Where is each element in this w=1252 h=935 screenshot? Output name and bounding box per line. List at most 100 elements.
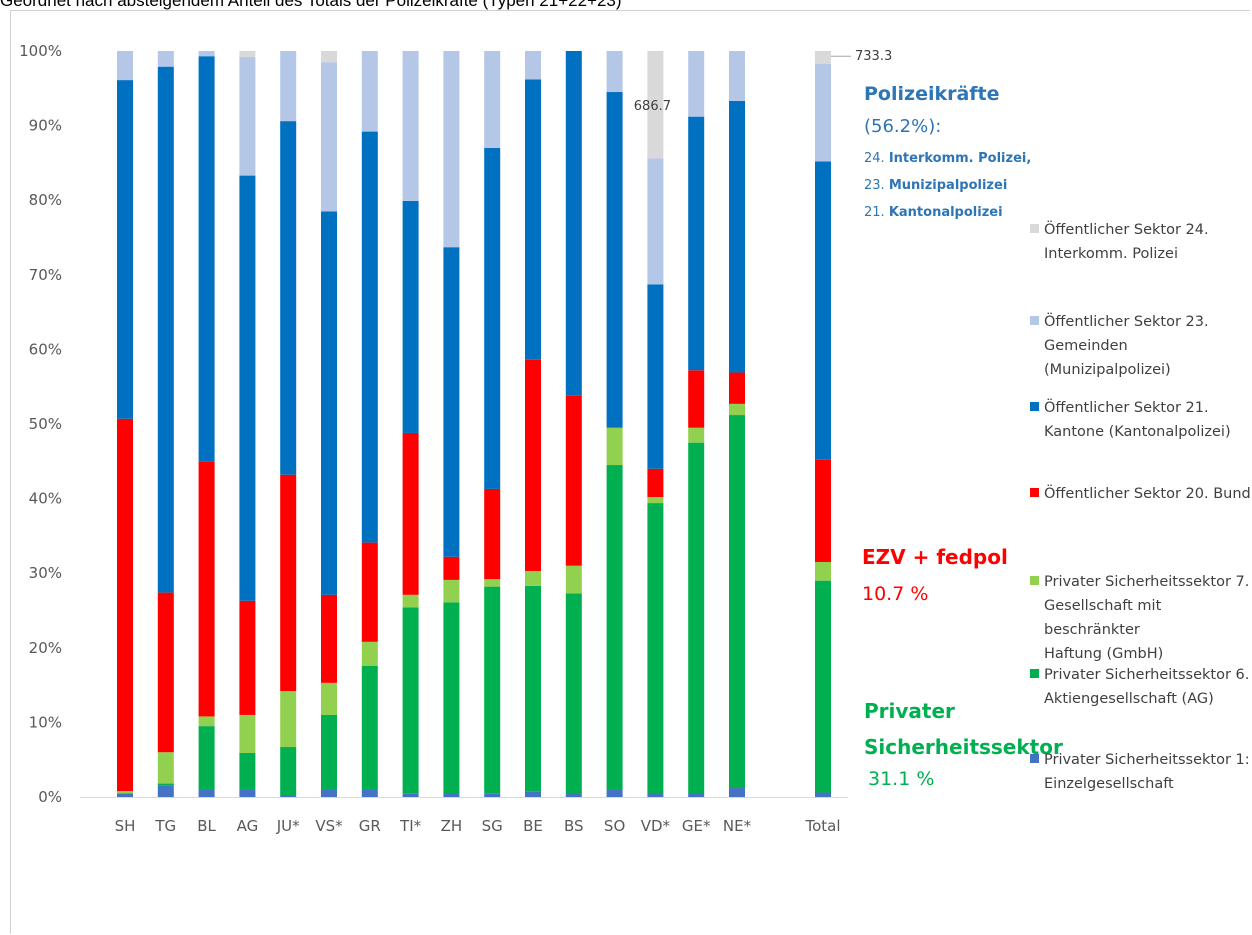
bar-segment-s20 <box>198 461 215 717</box>
bar-segment-s23 <box>280 51 297 122</box>
bar-segment-s1 <box>484 793 501 797</box>
ezv-annotation-percent: 10.7 % <box>862 583 929 605</box>
bar-segment-s1 <box>525 791 541 797</box>
bar-segment-s7 <box>402 594 419 608</box>
x-tick-label: ZH <box>441 817 463 835</box>
bar-segment-s21 <box>484 147 501 489</box>
bar-segment-s7 <box>525 570 541 586</box>
bar-segment-s21 <box>565 51 582 396</box>
bar-segment-s7 <box>565 565 582 594</box>
x-tick-label: AG <box>237 817 259 835</box>
y-tick-label: 10% <box>29 713 62 731</box>
bar-segment-s20 <box>484 488 501 580</box>
x-tick-label: NE* <box>723 817 752 835</box>
bar-segment-s23 <box>402 51 419 201</box>
y-tick-label: 30% <box>29 564 62 582</box>
bar-segment-s23 <box>198 51 215 57</box>
bar-segment-s21 <box>280 121 297 475</box>
x-tick-label: Total <box>804 817 840 835</box>
private-annotation-percent: 31.1 % <box>868 768 935 790</box>
bar-segment-s6 <box>239 752 256 790</box>
bar-segment-s6 <box>647 503 664 795</box>
bar-segment-s24 <box>815 51 831 64</box>
x-tick-label: VD* <box>641 817 671 835</box>
bar-segment-s6 <box>361 665 378 790</box>
police-annotation-percent: (56.2%): <box>864 116 942 137</box>
bar-segment-s23 <box>647 158 664 285</box>
bar-segment-s23 <box>321 62 337 212</box>
bar-segment-s1 <box>157 785 174 797</box>
legend-swatch <box>1030 576 1039 585</box>
y-tick-label: 50% <box>29 415 62 433</box>
bar-segment-s7 <box>117 791 133 794</box>
x-tick-label: VS* <box>315 817 343 835</box>
y-tick-label: 20% <box>29 639 62 657</box>
bar-segment-s6 <box>157 783 174 786</box>
x-tick-label: GE* <box>682 817 711 835</box>
bar-segment-s1 <box>361 789 378 797</box>
x-tick-label: SG <box>482 817 503 835</box>
bar-segment-s23 <box>484 51 501 148</box>
legend-label: Privater Sicherheitssektor 6. Aktiengese… <box>1044 667 1250 707</box>
police-annotation-item: 23. Munizipalpolizei <box>864 178 1008 193</box>
y-tick-label: 40% <box>29 490 62 508</box>
bar-segment-s7 <box>484 579 501 587</box>
x-tick-label: TG <box>154 817 176 835</box>
legend-label: Öffentlicher Sektor 21. Kantone (Kantona… <box>1044 400 1231 440</box>
x-tick-label: BE <box>523 817 543 835</box>
bar-segment-s6 <box>402 607 419 794</box>
bar-segment-s21 <box>361 131 378 543</box>
bar-segment-s7 <box>239 714 256 753</box>
bar-segment-s6 <box>606 465 623 790</box>
bar-segment-s20 <box>815 459 831 563</box>
bar-segment-s21 <box>198 56 215 462</box>
bar-segment-s7 <box>647 497 664 504</box>
bar-segment-s23 <box>525 51 541 80</box>
y-tick-label: 90% <box>29 117 62 135</box>
y-tick-label: 0% <box>38 788 62 806</box>
police-annotation-item: 24. Interkomm. Polizei, <box>864 151 1032 166</box>
bar-segment-s6 <box>280 747 297 796</box>
bar-segment-s7 <box>606 427 623 466</box>
bar-segment-s1 <box>117 793 133 797</box>
police-annotation-item: 21. Kantonalpolizei <box>864 205 1003 220</box>
bar-segment-s20 <box>361 542 378 642</box>
bar-segment-s23 <box>443 51 460 248</box>
y-tick-label: 70% <box>29 266 62 284</box>
bar-segment-s20 <box>525 359 541 571</box>
bar-segment-s24 <box>239 51 256 57</box>
legend-label: Öffentlicher Sektor 20. Bund <box>1044 486 1251 502</box>
ezv-annotation-title: EZV + fedpol <box>862 545 1008 569</box>
bar-segment-s23 <box>361 51 378 132</box>
chart-frame <box>10 10 1250 934</box>
bar-segment-s21 <box>157 66 174 593</box>
chart-caption: Geordnet nach absteigendem Anteil des To… <box>0 0 622 10</box>
bar-segment-s23 <box>688 51 705 117</box>
y-tick-label: 80% <box>29 191 62 209</box>
bar-segment-s20 <box>688 370 705 428</box>
bar-segment-s7 <box>729 403 745 416</box>
bar-segment-s6 <box>729 415 745 789</box>
bar-segment-s21 <box>688 116 705 371</box>
police-annotation-title: Polizeikräfte <box>864 83 1000 105</box>
y-tick-label: 100% <box>19 42 62 60</box>
bar-segment-s6 <box>321 714 337 790</box>
bar-segment-s20 <box>280 474 297 692</box>
bar-segment-s20 <box>729 372 745 404</box>
bar-segment-s1 <box>729 788 745 797</box>
legend-label: Öffentlicher Sektor 24. Interkomm. Poliz… <box>1044 222 1209 262</box>
legend-label: Öffentlicher Sektor 23. Gemeinden (Muniz… <box>1044 314 1209 378</box>
bar-segment-s7 <box>815 562 831 581</box>
bar-segment-s1 <box>443 794 460 797</box>
x-tick-label: GR <box>359 817 381 835</box>
bar-segment-s20 <box>157 592 174 753</box>
legend-swatch <box>1030 316 1039 325</box>
bar-segment-s21 <box>402 200 419 433</box>
bar-segment-s24 <box>321 51 337 63</box>
bar-segment-s21 <box>606 92 623 428</box>
bar-segment-s6 <box>198 726 215 790</box>
bar-segment-s20 <box>117 418 133 792</box>
bar-segment-s20 <box>402 432 419 595</box>
bar-segment-s20 <box>565 395 582 566</box>
